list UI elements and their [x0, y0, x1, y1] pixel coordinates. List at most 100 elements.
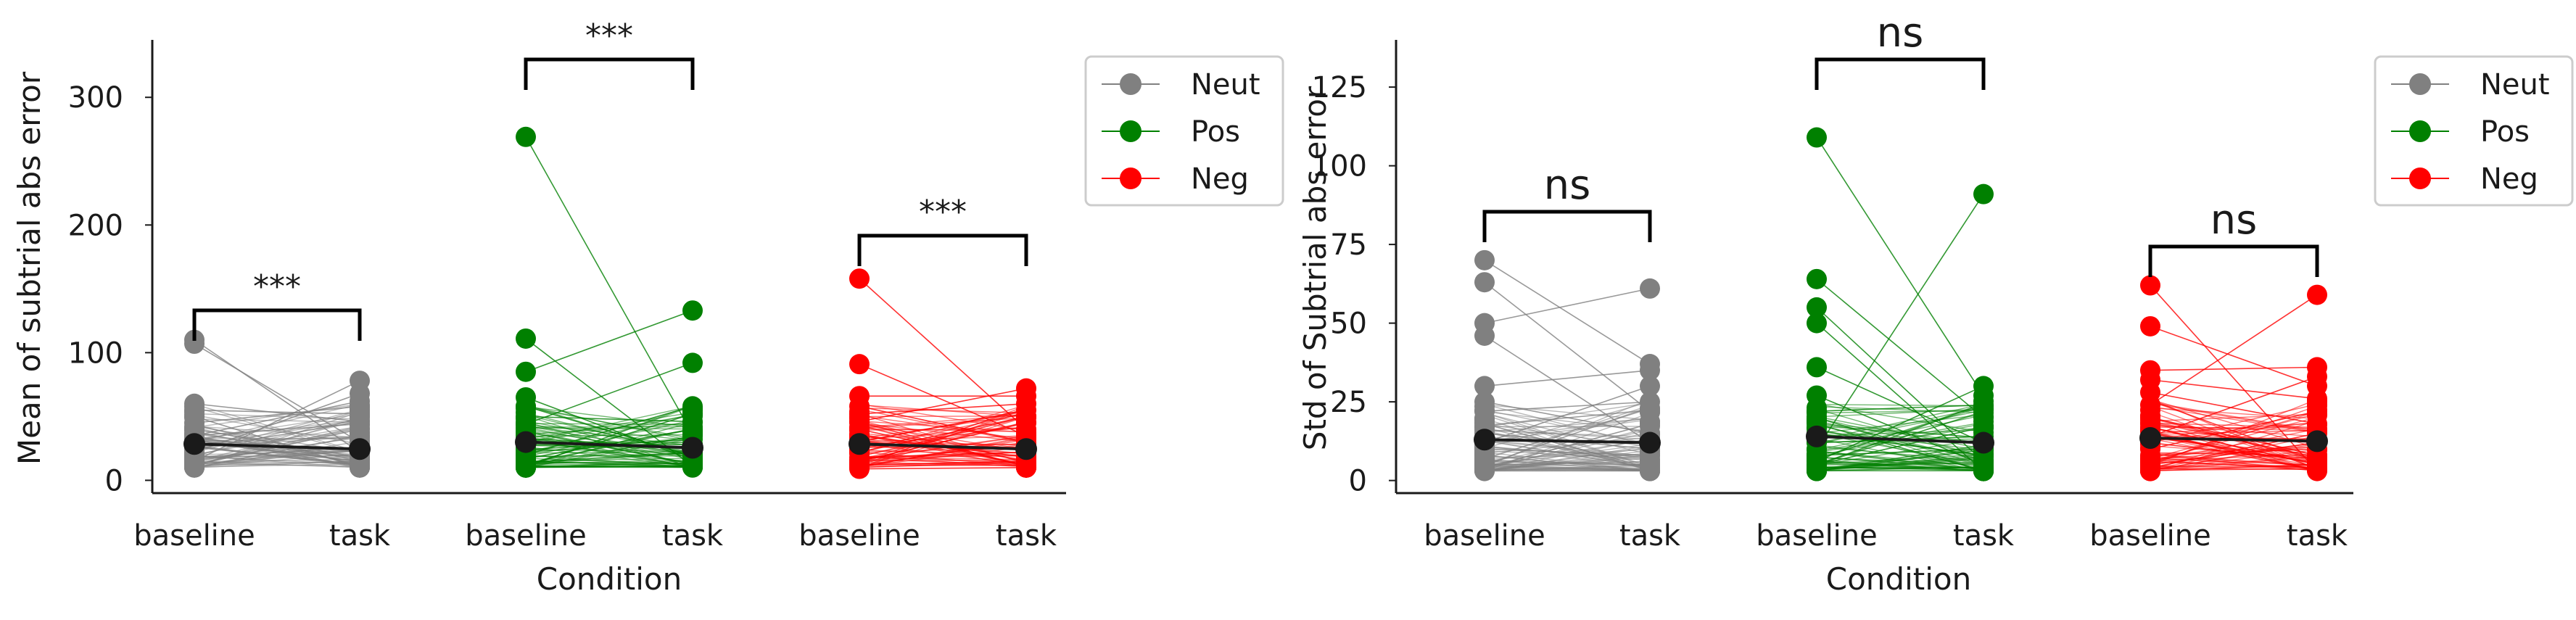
mean-line	[194, 442, 360, 451]
subject-line	[859, 415, 1027, 440]
group-neg	[2139, 275, 2328, 481]
subject-line	[1816, 426, 1984, 466]
legend-swatch-marker	[1120, 120, 1142, 142]
subject-line	[194, 405, 360, 423]
x-tick-label: task	[1619, 519, 1681, 553]
x-tick-label: task	[662, 519, 724, 553]
subject-line	[1816, 307, 1984, 463]
subject-line	[2150, 326, 2318, 387]
y-axis-label: Mean of subtrial abs error	[12, 71, 47, 465]
task-point	[1973, 183, 1994, 204]
subject-line	[525, 413, 693, 466]
subject-line	[525, 397, 693, 460]
subject-line	[194, 402, 360, 423]
legend-label: Pos	[2480, 115, 2530, 149]
significance-bracket	[1815, 57, 1986, 90]
subject-line	[859, 451, 1027, 458]
subject-line	[1484, 439, 1651, 458]
mean-abs-error-panel: Mean of subtrial abs error Condition 0 10…	[12, 17, 1284, 597]
mean-point-task	[682, 437, 703, 459]
subject-line	[2150, 392, 2318, 425]
subject-line	[525, 462, 693, 468]
mean-point-task	[349, 438, 371, 460]
baseline-point	[1807, 458, 1827, 479]
subject-line	[1484, 369, 1651, 387]
baseline-point	[849, 458, 870, 479]
significance-bracket	[192, 308, 362, 341]
legend-label: Pos	[1191, 115, 1240, 149]
subject-line	[1816, 421, 1984, 452]
subject-line	[2150, 448, 2318, 456]
subject-line	[859, 458, 1027, 466]
legend-label: Neg	[1191, 162, 1249, 196]
subject-line	[859, 421, 1027, 457]
legend-label: Neut	[2480, 68, 2550, 102]
subject-line	[194, 403, 360, 428]
y-tick-label: 100	[1312, 150, 1367, 183]
subject-line	[525, 419, 693, 458]
subject-line	[2150, 294, 2318, 406]
x-axis-label: Condition	[1826, 561, 1971, 597]
task-point	[682, 456, 703, 477]
x-tick-label: task	[2287, 519, 2348, 553]
subject-line	[1484, 401, 1651, 434]
subject-line	[859, 455, 1027, 458]
mean-line	[2150, 437, 2318, 443]
y-tick-label: 100	[68, 336, 123, 370]
subject-line	[2150, 432, 2318, 469]
task-point	[682, 352, 703, 373]
mean-line	[525, 440, 693, 450]
baseline-point	[516, 328, 536, 349]
subject-line	[1816, 458, 1984, 471]
group-pos	[515, 126, 703, 478]
legend-swatch-marker	[1120, 168, 1142, 189]
subject-line	[525, 136, 693, 435]
subject-line	[2150, 453, 2318, 472]
legend: Neut Pos Neg	[2374, 55, 2574, 207]
subject-line	[1484, 460, 1651, 466]
baseline-point	[1807, 357, 1827, 378]
subject-line	[1816, 385, 1984, 463]
significance-label: ***	[253, 268, 301, 305]
subject-line	[1484, 423, 1651, 469]
subject-line	[1484, 452, 1651, 472]
subject-line	[2150, 442, 2318, 466]
y-tick-label: 0	[105, 464, 123, 497]
task-point	[350, 457, 370, 478]
task-point	[1973, 460, 1994, 481]
task-point	[2307, 284, 2327, 305]
subject-line	[194, 403, 360, 453]
task-point	[1640, 360, 1660, 381]
subject-line	[525, 416, 693, 423]
y-tick-label: 300	[68, 81, 123, 115]
subject-line	[194, 416, 360, 468]
group-neut	[1474, 249, 1661, 481]
significance-label: ***	[585, 17, 633, 54]
subject-line	[859, 408, 1027, 463]
mean-point-baseline	[2139, 427, 2161, 450]
subject-line	[859, 436, 1027, 468]
baseline-point	[1474, 325, 1495, 346]
subject-line	[1816, 410, 1984, 414]
x-tick-label: baseline	[2089, 519, 2211, 553]
significance-label: ns	[2210, 197, 2258, 244]
baseline-point	[1474, 249, 1495, 270]
baseline-point	[1474, 272, 1495, 293]
subject-line	[1484, 448, 1651, 456]
subject-line	[1484, 335, 1651, 444]
significance-label: ***	[919, 194, 967, 231]
mean-point-task	[1639, 431, 1661, 454]
std-abs-error-plot-area	[1474, 127, 2328, 481]
y-tick-label: 50	[1330, 307, 1367, 341]
x-tick-label: baseline	[1756, 519, 1878, 553]
subject-line	[525, 310, 693, 373]
baseline-point	[184, 457, 205, 478]
subject-line	[194, 400, 360, 437]
subject-line	[1816, 278, 1984, 418]
mean-point-baseline	[1474, 429, 1495, 451]
subject-line	[1816, 448, 1984, 456]
baseline-point	[1807, 313, 1827, 334]
subject-line	[525, 431, 693, 465]
baseline-point	[516, 126, 536, 147]
